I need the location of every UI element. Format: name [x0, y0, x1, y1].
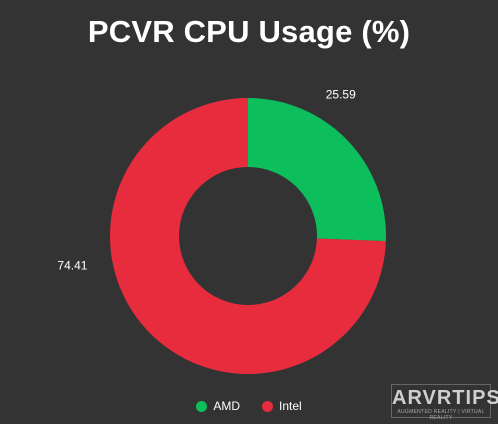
- legend-marker-amd: [196, 400, 208, 412]
- data-label-amd: 25.59: [326, 87, 356, 101]
- donut-slice-amd[interactable]: [248, 98, 386, 242]
- chart-title: PCVR CPU Usage (%): [87, 14, 411, 49]
- chart-legend: AMD Intel: [0, 399, 498, 413]
- legend-item-amd[interactable]: AMD: [196, 399, 240, 413]
- data-label-intel: 74.41: [57, 259, 87, 273]
- legend-label-amd: AMD: [213, 399, 240, 413]
- legend-item-intel[interactable]: Intel: [261, 399, 302, 413]
- donut-slice-intel[interactable]: [110, 98, 386, 374]
- watermark-logo-text: ARVRTIPS: [392, 387, 498, 409]
- watermark-logo: ARVRTIPS AUGMENTED REALITY | VIRTUAL REA…: [391, 384, 498, 421]
- watermark-tagline: AUGMENTED REALITY | VIRTUAL REALITY: [397, 409, 485, 421]
- legend-marker-intel: [261, 400, 273, 412]
- legend-label-intel: Intel: [278, 399, 302, 413]
